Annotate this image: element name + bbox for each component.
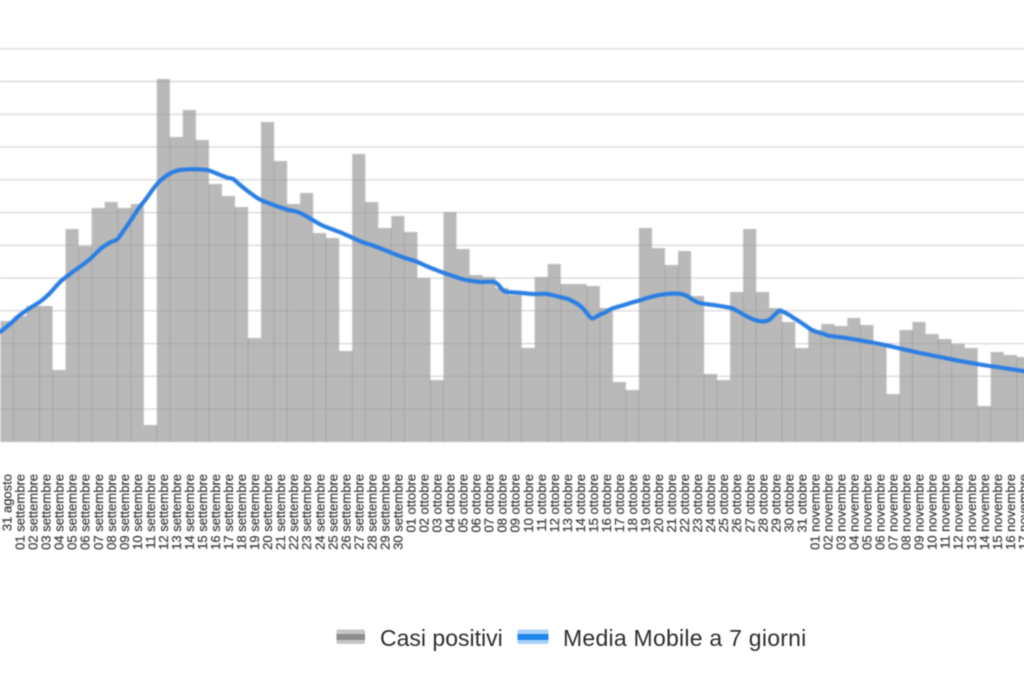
svg-text:28 settembre: 28 settembre: [364, 474, 379, 550]
svg-text:06 settembre: 06 settembre: [78, 474, 93, 550]
svg-text:12 ottobre: 12 ottobre: [547, 474, 562, 533]
svg-text:23 settembre: 23 settembre: [299, 474, 314, 550]
svg-text:11 novembre: 11 novembre: [938, 474, 953, 549]
svg-text:24 ottobre: 24 ottobre: [703, 474, 718, 533]
svg-text:05 novembre: 05 novembre: [860, 474, 875, 550]
svg-text:11 settembre: 11 settembre: [143, 474, 158, 549]
svg-text:15 novembre: 15 novembre: [990, 474, 1005, 550]
svg-text:12 settembre: 12 settembre: [156, 474, 171, 550]
svg-text:04 settembre: 04 settembre: [52, 474, 67, 550]
svg-text:13 ottobre: 13 ottobre: [560, 474, 575, 533]
svg-text:25 settembre: 25 settembre: [325, 474, 340, 550]
svg-text:26 settembre: 26 settembre: [338, 474, 353, 550]
svg-text:22 settembre: 22 settembre: [286, 474, 301, 550]
svg-text:05 settembre: 05 settembre: [65, 474, 80, 550]
svg-text:30 ottobre: 30 ottobre: [781, 474, 796, 533]
svg-text:15 ottobre: 15 ottobre: [586, 474, 601, 533]
svg-text:03 settembre: 03 settembre: [39, 474, 54, 550]
svg-text:14 settembre: 14 settembre: [182, 474, 197, 550]
svg-text:11 ottobre: 11 ottobre: [534, 474, 549, 532]
svg-text:22 ottobre: 22 ottobre: [677, 474, 692, 533]
svg-text:17 settembre: 17 settembre: [221, 474, 236, 550]
svg-text:01 novembre: 01 novembre: [807, 474, 822, 550]
svg-text:13 novembre: 13 novembre: [964, 474, 979, 550]
svg-text:25 ottobre: 25 ottobre: [716, 474, 731, 533]
svg-text:13 settembre: 13 settembre: [169, 474, 184, 550]
svg-text:10 novembre: 10 novembre: [925, 474, 940, 550]
svg-text:28 ottobre: 28 ottobre: [755, 474, 770, 533]
svg-text:16 settembre: 16 settembre: [208, 474, 223, 550]
svg-text:14 ottobre: 14 ottobre: [573, 474, 588, 533]
svg-text:Media Mobile a 7 giorni: Media Mobile a 7 giorni: [563, 625, 807, 651]
svg-text:17 ottobre: 17 ottobre: [612, 474, 627, 533]
svg-text:18 ottobre: 18 ottobre: [625, 474, 640, 533]
svg-text:17 novembre: 17 novembre: [1016, 474, 1024, 550]
svg-text:06 ottobre: 06 ottobre: [469, 474, 484, 533]
svg-text:03 ottobre: 03 ottobre: [430, 474, 445, 533]
svg-text:16 novembre: 16 novembre: [1003, 474, 1018, 550]
svg-text:02 novembre: 02 novembre: [820, 474, 835, 550]
svg-text:02 ottobre: 02 ottobre: [417, 474, 432, 533]
svg-text:18 settembre: 18 settembre: [234, 474, 249, 550]
svg-text:19 settembre: 19 settembre: [247, 474, 262, 550]
svg-text:01 settembre: 01 settembre: [13, 474, 28, 550]
svg-text:29 settembre: 29 settembre: [377, 474, 392, 550]
svg-text:23 ottobre: 23 ottobre: [690, 474, 705, 533]
svg-text:09 ottobre: 09 ottobre: [508, 474, 523, 533]
svg-text:07 ottobre: 07 ottobre: [482, 474, 497, 533]
svg-text:15 settembre: 15 settembre: [195, 474, 210, 550]
svg-text:01 ottobre: 01 ottobre: [403, 474, 418, 533]
svg-text:26 ottobre: 26 ottobre: [729, 474, 744, 533]
svg-text:07 settembre: 07 settembre: [91, 474, 106, 550]
svg-text:20 ottobre: 20 ottobre: [651, 474, 666, 533]
svg-text:04 ottobre: 04 ottobre: [443, 474, 458, 533]
svg-text:19 ottobre: 19 ottobre: [638, 474, 653, 533]
svg-text:12 novembre: 12 novembre: [951, 474, 966, 550]
svg-text:16 ottobre: 16 ottobre: [599, 474, 614, 533]
svg-text:02 settembre: 02 settembre: [26, 474, 41, 550]
svg-text:07 novembre: 07 novembre: [886, 474, 901, 550]
svg-text:10 settembre: 10 settembre: [130, 474, 145, 550]
svg-text:31 agosto: 31 agosto: [0, 474, 15, 531]
svg-text:31 ottobre: 31 ottobre: [794, 474, 809, 533]
svg-text:14 novembre: 14 novembre: [977, 474, 992, 550]
svg-text:04 novembre: 04 novembre: [847, 474, 862, 550]
svg-text:27 ottobre: 27 ottobre: [742, 474, 757, 533]
svg-text:05 ottobre: 05 ottobre: [456, 474, 471, 533]
svg-text:Casi positivi: Casi positivi: [380, 625, 503, 651]
svg-text:20 settembre: 20 settembre: [260, 474, 275, 550]
svg-text:27 settembre: 27 settembre: [351, 474, 366, 550]
svg-text:21 ottobre: 21 ottobre: [664, 474, 679, 533]
svg-text:03 novembre: 03 novembre: [833, 474, 848, 550]
svg-text:24 settembre: 24 settembre: [312, 474, 327, 550]
svg-text:08 novembre: 08 novembre: [899, 474, 914, 550]
svg-text:21 settembre: 21 settembre: [273, 474, 288, 550]
svg-text:09 novembre: 09 novembre: [912, 474, 927, 550]
svg-text:06 novembre: 06 novembre: [873, 474, 888, 550]
svg-text:08 settembre: 08 settembre: [104, 474, 119, 550]
svg-text:29 ottobre: 29 ottobre: [768, 474, 783, 533]
svg-text:08 ottobre: 08 ottobre: [495, 474, 510, 533]
svg-text:30 settembre: 30 settembre: [390, 474, 405, 550]
svg-text:10 ottobre: 10 ottobre: [521, 474, 536, 533]
svg-text:09 settembre: 09 settembre: [117, 474, 132, 550]
